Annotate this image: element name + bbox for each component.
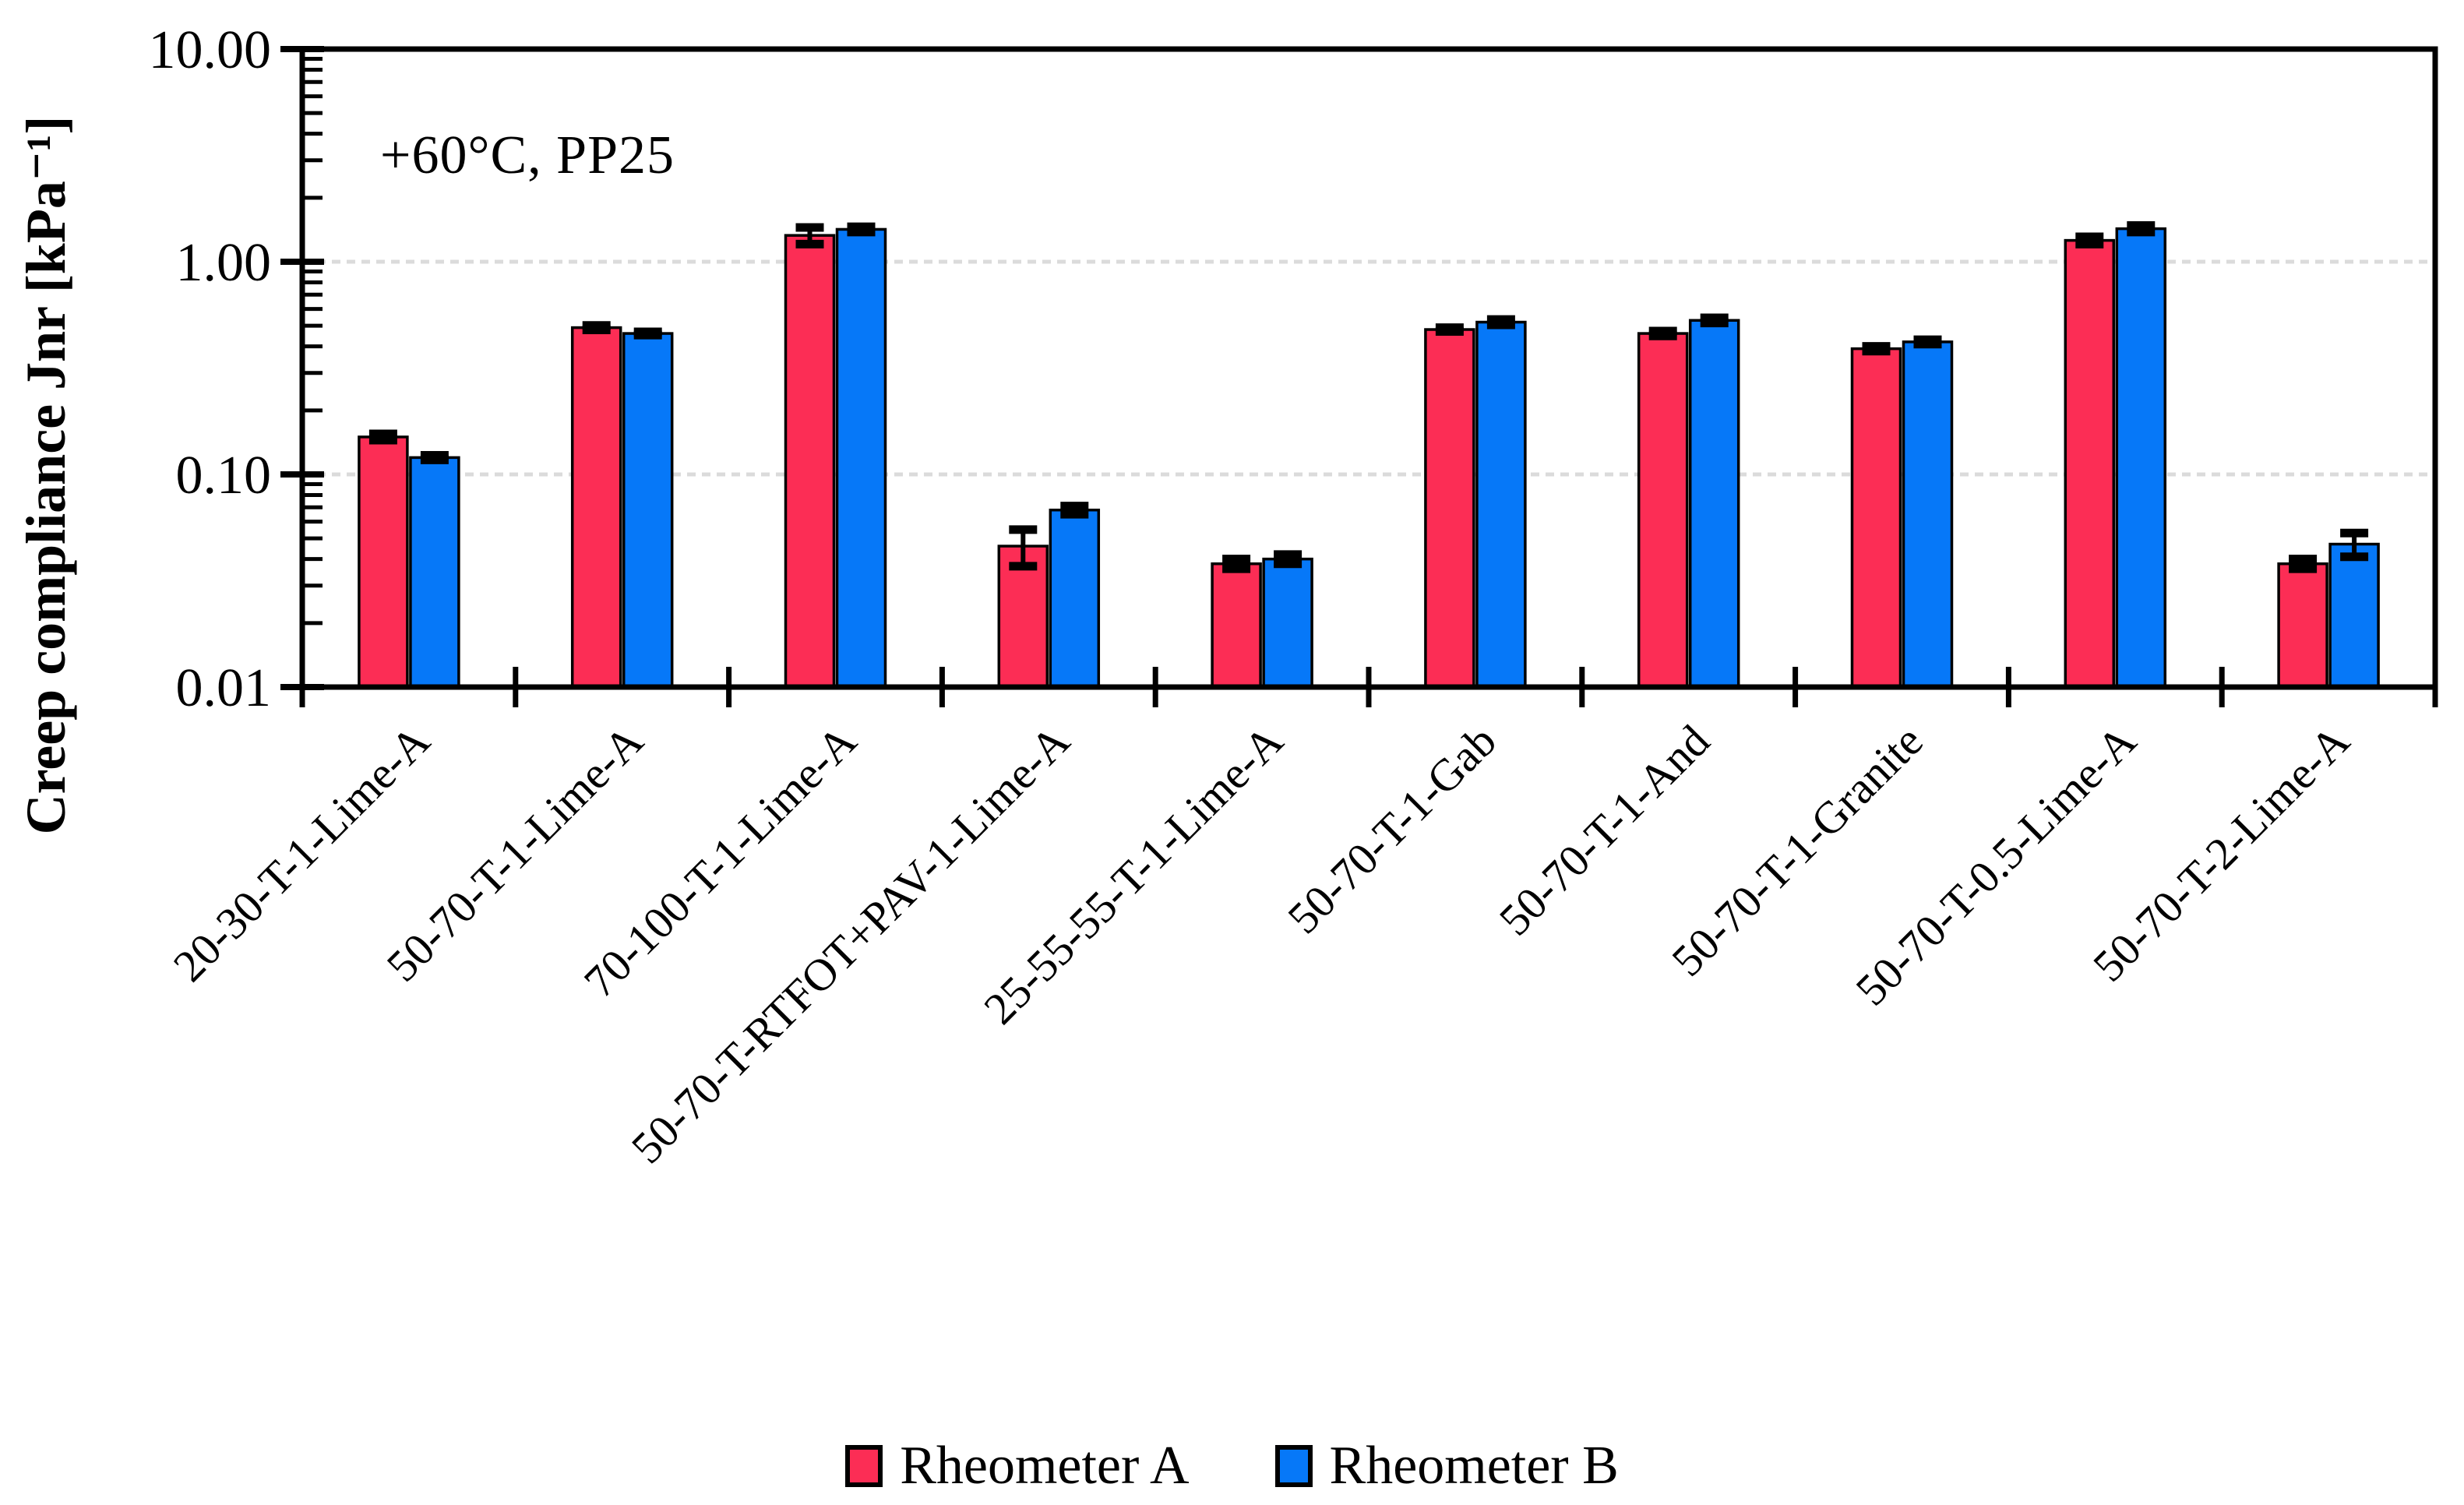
bar-rheometer-a (358, 435, 409, 689)
bar-rheometer-a (570, 326, 622, 689)
bar-rheometer-b (835, 227, 887, 689)
x-category-label: 50-70-T-RTFOT+PAV-1-Lime-A (622, 715, 1080, 1173)
y-tick-label: 1.00 (176, 233, 272, 293)
bar-rheometer-a (1637, 332, 1689, 689)
bar-rheometer-a (784, 234, 836, 689)
legend-swatch-rheometer-a (845, 1445, 883, 1487)
chart-legend: Rheometer A Rheometer B (0, 1435, 2464, 1497)
x-category-label: 50-70-T-1-Gab (1278, 715, 1506, 943)
bar-rheometer-b (2328, 542, 2380, 689)
y-axis-title: Creep compliance Jnr [kPa⁻¹] (15, 115, 77, 835)
bar-rheometer-b (1262, 557, 1313, 689)
x-category-label: 50-70-T-1-And (1489, 715, 1719, 945)
bar-rheometer-b (1902, 340, 1954, 689)
legend-item-rheometer-a: Rheometer A (845, 1435, 1190, 1497)
bar-rheometer-a (1850, 347, 1902, 689)
y-tick-label: 0.01 (176, 658, 272, 718)
bar-rheometer-a (1211, 562, 1262, 689)
y-tick-label: 0.10 (176, 446, 272, 506)
bar-rheometer-a (1424, 328, 1475, 689)
plot-frame (299, 46, 2438, 690)
bar-rheometer-b (409, 456, 460, 689)
bar-rheometer-b (1475, 320, 1527, 689)
legend-label-rheometer-a: Rheometer A (900, 1436, 1190, 1496)
bar-rheometer-b (1688, 319, 1740, 689)
bar-rheometer-a (2064, 238, 2116, 689)
legend-item-rheometer-b: Rheometer B (1274, 1435, 1619, 1497)
chart-annotation: +60°C, PP25 (380, 125, 675, 185)
bar-rheometer-b (2115, 227, 2167, 689)
legend-label-rheometer-b: Rheometer B (1329, 1436, 1619, 1496)
bar-rheometer-b (1049, 508, 1101, 689)
bar-rheometer-a (2277, 562, 2328, 689)
y-tick-label: 10.00 (149, 20, 272, 80)
bar-rheometer-b (622, 332, 674, 689)
legend-swatch-rheometer-b (1274, 1445, 1313, 1487)
